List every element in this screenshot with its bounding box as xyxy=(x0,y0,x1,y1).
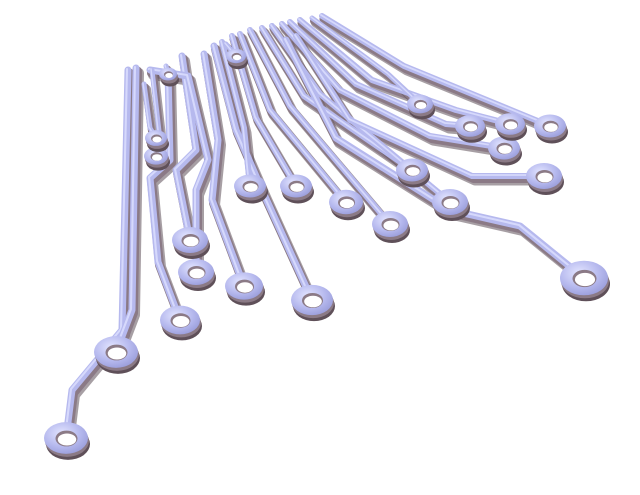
pad-hole xyxy=(189,268,205,279)
pad-hole xyxy=(304,295,322,308)
pad-hole xyxy=(544,123,558,132)
trace-group xyxy=(62,13,592,448)
pad-hole xyxy=(183,236,199,247)
trace-highlight xyxy=(298,18,510,124)
trace-highlight xyxy=(220,40,250,186)
pad-hole xyxy=(172,316,190,327)
pad-hole xyxy=(57,433,77,446)
trace-highlight xyxy=(201,51,245,287)
pad-hole xyxy=(290,183,304,192)
pad-hole xyxy=(244,183,258,192)
pad-hole xyxy=(415,101,427,110)
pad-hole xyxy=(498,145,512,154)
pad-hole xyxy=(383,220,399,231)
pad-hole xyxy=(151,154,163,161)
trace-highlight xyxy=(294,34,544,176)
pad-hole xyxy=(504,121,518,130)
trace-highlight xyxy=(310,16,420,104)
pad-hole xyxy=(152,136,162,143)
pad-hole xyxy=(107,347,127,360)
trace-highlight xyxy=(320,14,550,126)
pad-hole xyxy=(339,198,355,209)
pad-hole xyxy=(232,54,242,61)
pad-hole xyxy=(443,198,459,209)
trace-highlight xyxy=(248,28,390,224)
pad-hole xyxy=(464,123,478,132)
trace-highlight xyxy=(238,32,346,202)
trace-highlight xyxy=(173,53,197,241)
pad-hole xyxy=(406,167,420,176)
trace-highlight xyxy=(147,69,181,321)
pad-group xyxy=(44,48,610,460)
pad-hole xyxy=(237,282,253,293)
pad-hole xyxy=(574,272,596,287)
pad-hole xyxy=(537,172,553,183)
trace-highlight xyxy=(260,26,412,170)
pad-hole xyxy=(165,73,173,78)
